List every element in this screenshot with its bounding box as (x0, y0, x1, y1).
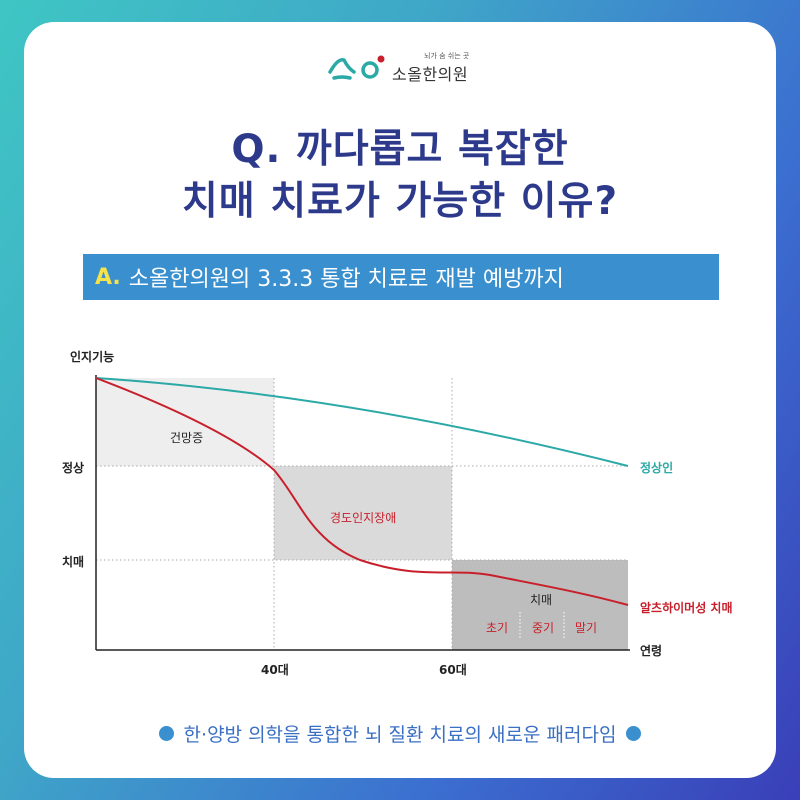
region-forgetfulness (96, 378, 274, 466)
bullet-dot-icon (626, 726, 642, 741)
answer-prefix: A. (95, 264, 121, 290)
series-alzheimer-line (95, 377, 629, 606)
x-tick-60s: 60대 (439, 663, 467, 677)
question-line-1: Q. 까다롭고 복잡한 (231, 127, 569, 172)
footer-tagline: 한·양방 의학을 통합한 뇌 질환 치료의 새로운 패러다임 (0, 720, 800, 747)
region-dementia (452, 560, 628, 650)
region-label-mci: 경도인지장애 (330, 511, 396, 525)
stage-early: 초기 (486, 621, 508, 635)
y-level-normal: 정상 (62, 460, 84, 475)
question-line-2: 치매 치료가 가능한 이유? (181, 179, 619, 224)
series-normal-line (95, 377, 629, 467)
x-tick-40s: 40대 (261, 663, 289, 677)
x-axis-label: 연령 (640, 643, 662, 658)
stage-middle: 중기 (532, 621, 554, 635)
brand-logo (328, 55, 385, 80)
stage-late: 말기 (575, 621, 597, 635)
region-label-forgetfulness: 건망증 (170, 431, 203, 445)
series-label-alzheimer: 알츠하이머성 치매 (640, 600, 733, 615)
answer-text: 소올한의원의 3.3.3 통합 치료로 재발 예방까지 (128, 267, 564, 292)
brand-tagline: 뇌가 숨 쉬는 곳 (424, 52, 470, 60)
footer-text: 한·양방 의학을 통합한 뇌 질환 치료의 새로운 패러다임 (183, 724, 617, 746)
brand-name: 소올한의원 (392, 65, 469, 84)
series-label-normal: 정상인 (640, 460, 673, 475)
answer-banner: A. 소올한의원의 3.3.3 통합 치료로 재발 예방까지 (83, 254, 719, 300)
bullet-dot-icon (158, 726, 174, 741)
y-axis-label: 인지기능 (70, 349, 114, 364)
y-level-dementia: 치매 (62, 554, 84, 569)
cognitive-function-chart: 인지기능 정상 치매 40대 60대 연령 정상인 알츠하이머성 치매 건망증 … (62, 349, 733, 677)
region-label-dementia: 치매 (530, 593, 552, 607)
